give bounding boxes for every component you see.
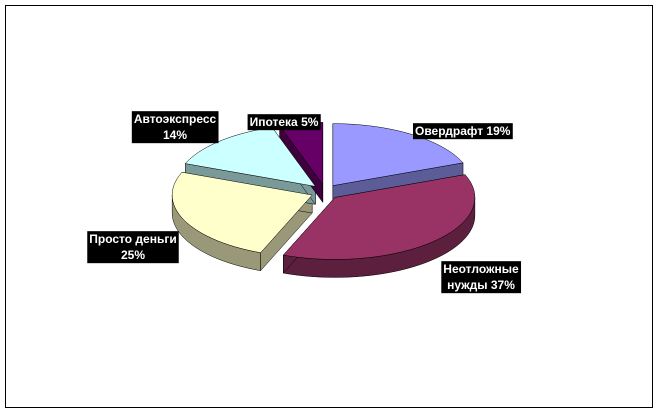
data-label-text: Неотложные <box>443 262 519 276</box>
label-background <box>413 123 513 140</box>
data-label: Просто деньги 25% <box>87 231 179 264</box>
data-label-text: Просто деньги <box>89 232 176 246</box>
data-label-text: Ипотека 5% <box>250 115 319 129</box>
slice <box>171 171 313 253</box>
data-label-text: нужды 37% <box>447 278 515 292</box>
data-label-text: 25% <box>121 248 145 262</box>
data-label-text: Автоэкспресс <box>134 112 217 126</box>
data-label: Овердрафт 19% <box>413 123 513 140</box>
slice <box>282 174 476 260</box>
slice <box>332 123 464 186</box>
data-label-text: 14% <box>163 128 187 142</box>
label-background <box>247 114 321 131</box>
data-label-text: Овердрафт 19% <box>415 124 511 138</box>
label-background <box>441 261 522 294</box>
data-label: Ипотека 5% <box>247 114 321 131</box>
data-label: Неотложные нужды 37% <box>441 261 522 294</box>
label-background <box>87 231 179 264</box>
data-label: Автоэкспресс 14% <box>131 111 219 144</box>
label-background <box>131 111 219 144</box>
